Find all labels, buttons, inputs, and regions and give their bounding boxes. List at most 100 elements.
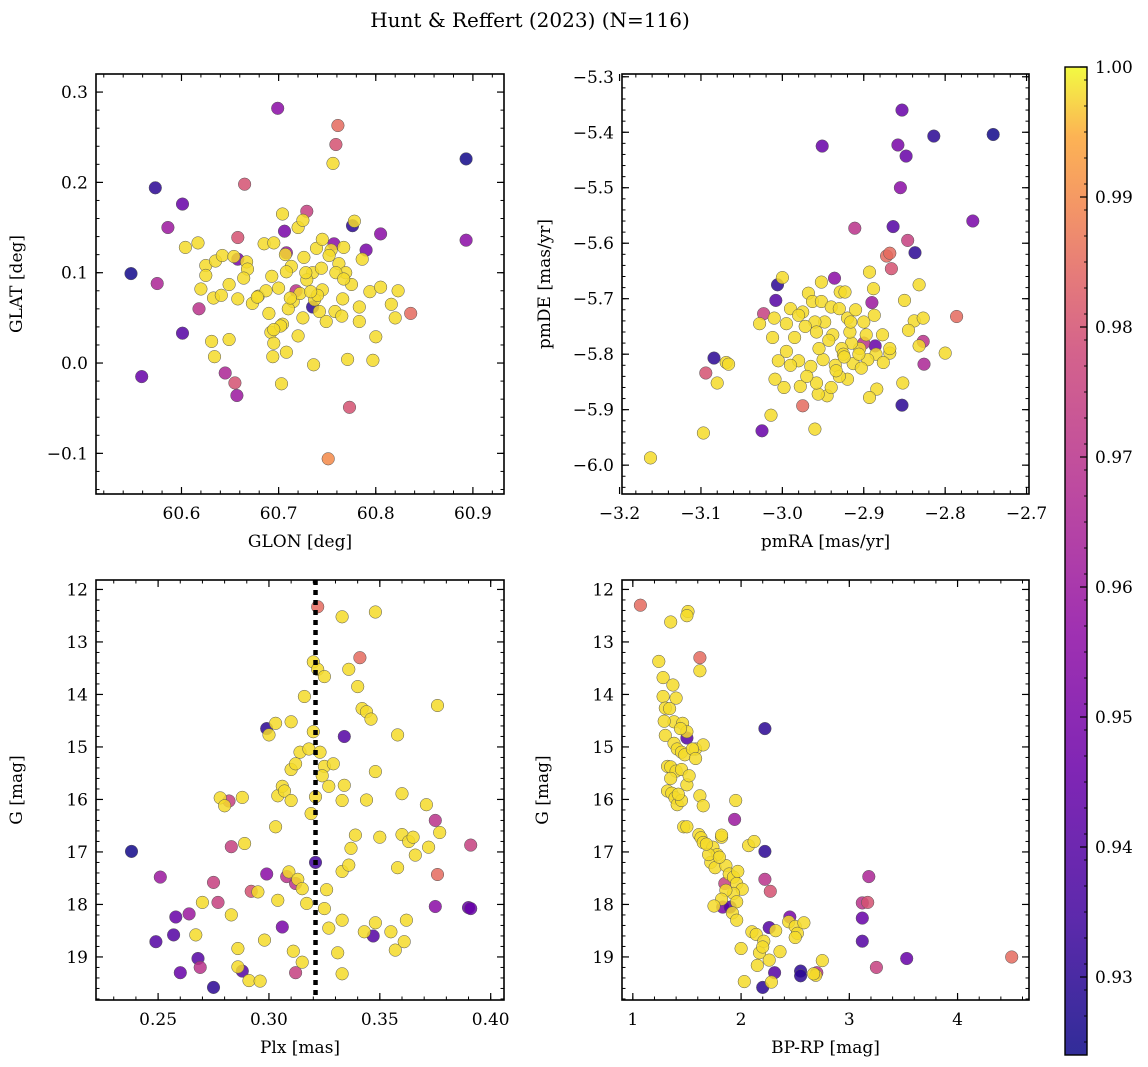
data-point: [658, 728, 672, 742]
data-point: [829, 364, 843, 378]
y-tick-label: 19: [592, 948, 614, 968]
data-point: [857, 315, 871, 329]
colorbar-scale: [1064, 66, 1088, 1056]
data-point: [193, 960, 207, 974]
data-point: [207, 350, 222, 364]
data-point: [281, 302, 295, 316]
data-point: [777, 380, 791, 395]
data-point: [335, 309, 349, 323]
y-tick-label: −5.6: [573, 234, 614, 254]
data-point: [351, 680, 365, 694]
data-point: [832, 302, 846, 316]
x-axis-label: Plx [mas]: [260, 1038, 340, 1058]
data-point: [769, 924, 783, 938]
data-point: [862, 390, 877, 405]
colorbar: 0.93 0.94 0.95 0.96 0.97 0.98 0.99 1.00: [1064, 58, 1133, 1056]
data-point: [811, 387, 825, 401]
data-point: [250, 290, 264, 304]
y-tick-label: 13: [66, 633, 88, 653]
data-point: [173, 966, 187, 980]
y-tick-label: 12: [592, 580, 614, 600]
axes-frame: [621, 579, 1030, 1001]
data-point: [707, 351, 721, 365]
data-point: [192, 302, 206, 316]
data-point: [715, 828, 729, 842]
data-point: [808, 422, 822, 436]
data-point: [352, 314, 366, 329]
data-point: [680, 820, 694, 834]
data-point: [788, 930, 802, 945]
data-point: [283, 291, 297, 305]
data-point: [282, 865, 296, 879]
points-cmd: [633, 598, 1019, 994]
data-point: [852, 347, 866, 361]
data-point: [228, 376, 242, 390]
data-point: [710, 376, 724, 390]
data-point: [299, 266, 313, 280]
data-point: [368, 605, 382, 619]
data-point: [368, 916, 382, 930]
data-point: [837, 350, 851, 364]
data-point: [643, 451, 658, 465]
data-point: [773, 945, 787, 959]
data-point: [838, 285, 852, 299]
data-point: [124, 267, 138, 281]
data-point: [866, 282, 881, 296]
data-point: [336, 292, 350, 306]
data-point: [331, 118, 345, 133]
data-point: [916, 311, 930, 325]
data-point: [680, 609, 694, 623]
y-tick-label: 17: [592, 843, 614, 863]
colorbar-tick-label: 0.98: [1095, 318, 1133, 338]
data-point: [314, 261, 328, 275]
data-point: [214, 288, 228, 302]
data-point: [849, 303, 863, 317]
data-point: [656, 671, 670, 685]
y-tick-label: 15: [592, 738, 614, 758]
data-point: [319, 314, 333, 329]
data-point: [206, 875, 221, 889]
data-point: [796, 399, 810, 413]
data-point: [798, 319, 812, 333]
data-point: [862, 870, 876, 884]
data-point: [235, 790, 249, 804]
data-point: [199, 268, 213, 282]
data-point: [722, 357, 736, 371]
data-point: [633, 598, 647, 612]
y-tick-label: −0.1: [47, 444, 88, 464]
x-tick-label: 60.9: [454, 504, 492, 524]
colorbar-tick-label: 0.97: [1095, 448, 1133, 468]
data-point: [284, 715, 298, 729]
data-point: [901, 233, 915, 247]
data-point: [855, 934, 869, 948]
data-point: [231, 230, 245, 245]
data-point: [317, 670, 331, 684]
data-point: [693, 664, 707, 678]
points-pm: [643, 103, 1000, 465]
data-point: [291, 329, 305, 343]
y-tick-label: 17: [66, 843, 88, 863]
data-point: [326, 757, 340, 771]
y-tick-label: 13: [592, 633, 614, 653]
y-tick-label: −5.4: [573, 123, 614, 143]
data-point: [275, 207, 290, 221]
data-point: [899, 149, 913, 163]
data-point: [767, 311, 781, 325]
data-point: [262, 728, 276, 742]
data-point: [364, 712, 378, 726]
data-point: [764, 408, 778, 422]
data-point: [289, 757, 303, 771]
data-point: [355, 252, 369, 266]
y-tick-label: 14: [66, 685, 88, 705]
data-point: [950, 309, 964, 324]
data-point: [124, 844, 139, 858]
data-point: [341, 352, 355, 366]
data-point: [399, 913, 413, 927]
data-point: [865, 296, 879, 310]
data-point: [297, 689, 311, 704]
colorbar-tick-label: 0.96: [1095, 578, 1133, 598]
data-point: [231, 292, 245, 306]
data-point: [222, 277, 236, 292]
x-tick-label: 1: [627, 1010, 638, 1030]
